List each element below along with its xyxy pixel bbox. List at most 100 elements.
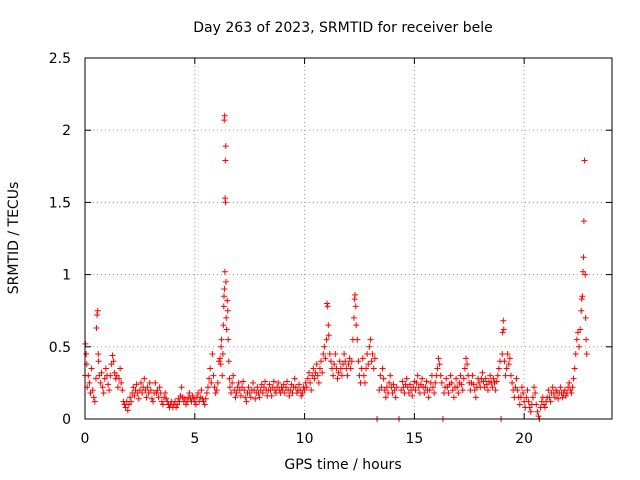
- data-point: [577, 326, 584, 333]
- data-point: [571, 365, 578, 372]
- data-point: [335, 369, 342, 376]
- data-point: [118, 379, 125, 386]
- data-point: [242, 394, 249, 401]
- data-point: [505, 361, 512, 368]
- data-point: [581, 157, 588, 164]
- data-point: [572, 351, 579, 358]
- data-point: [476, 379, 483, 386]
- data-point: [559, 394, 566, 401]
- data-point: [582, 314, 589, 321]
- data-point: [321, 343, 328, 350]
- data-point: [342, 358, 349, 365]
- data-point: [365, 361, 372, 368]
- data-point: [291, 375, 298, 382]
- data-point: [462, 355, 469, 362]
- data-point: [158, 398, 165, 405]
- data-point: [135, 395, 142, 402]
- data-point: [89, 387, 96, 394]
- data-point: [201, 401, 208, 408]
- data-point: [284, 378, 291, 385]
- data-point: [97, 379, 104, 386]
- data-point: [225, 358, 232, 365]
- data-point: [370, 365, 377, 372]
- data-point: [228, 390, 235, 397]
- data-point: [224, 307, 231, 314]
- data-point: [555, 395, 562, 402]
- data-point: [107, 372, 114, 379]
- x-tick-label: 5: [190, 431, 199, 447]
- data-point: [482, 375, 489, 382]
- data-point: [207, 365, 214, 372]
- data-point: [392, 394, 399, 401]
- data-point: [499, 329, 506, 336]
- data-point: [95, 351, 102, 358]
- data-point: [393, 384, 400, 391]
- data-point: [326, 351, 333, 358]
- data-point: [143, 394, 150, 401]
- data-point: [495, 365, 502, 372]
- y-tick-label: 1.5: [49, 195, 71, 211]
- data-point: [532, 390, 539, 397]
- data-point: [243, 398, 250, 405]
- data-point: [202, 395, 209, 402]
- data-point: [551, 394, 558, 401]
- data-point: [95, 358, 102, 365]
- data-point: [331, 361, 338, 368]
- data-point: [354, 336, 361, 343]
- data-point: [178, 384, 185, 391]
- data-point: [222, 157, 229, 164]
- data-point: [147, 387, 154, 394]
- data-point: [368, 358, 375, 365]
- data-point: [582, 271, 589, 278]
- data-point: [209, 351, 216, 358]
- data-point: [348, 358, 355, 365]
- y-tick-label: 0.5: [49, 340, 71, 356]
- data-point: [457, 372, 464, 379]
- data-point: [527, 408, 534, 415]
- x-axis-label: GPS time / hours: [284, 457, 401, 473]
- data-point: [390, 381, 397, 388]
- data-point: [308, 387, 315, 394]
- data-point: [378, 384, 385, 391]
- data-point: [148, 395, 155, 402]
- data-point: [453, 375, 460, 382]
- data-point: [366, 343, 373, 350]
- data-point: [173, 404, 180, 411]
- data-point: [327, 358, 334, 365]
- data-point: [230, 372, 237, 379]
- data-point: [529, 394, 536, 401]
- data-point: [580, 254, 587, 261]
- data-point: [434, 365, 441, 372]
- x-tick-label: 20: [515, 431, 533, 447]
- data-point: [232, 394, 239, 401]
- data-point: [262, 378, 269, 385]
- data-point: [454, 384, 461, 391]
- data-point: [332, 351, 339, 358]
- data-point: [450, 394, 457, 401]
- data-point: [461, 365, 468, 372]
- data-point: [221, 286, 228, 293]
- data-point: [94, 312, 101, 319]
- data-point: [490, 375, 497, 382]
- data-point: [233, 390, 240, 397]
- data-point: [315, 379, 322, 386]
- data-point: [578, 296, 585, 303]
- data-point: [127, 394, 134, 401]
- data-point: [217, 361, 224, 368]
- data-point: [542, 404, 549, 411]
- data-point: [222, 278, 229, 285]
- data-point: [311, 375, 318, 382]
- data-point: [206, 375, 213, 382]
- data-point: [137, 379, 144, 386]
- data-point: [464, 361, 471, 368]
- data-point: [430, 384, 437, 391]
- data-point: [214, 379, 221, 386]
- data-point: [513, 375, 520, 382]
- data-point: [225, 336, 232, 343]
- data-point: [92, 375, 99, 382]
- data-point: [579, 293, 586, 300]
- plot-frame: [84, 57, 613, 420]
- data-point: [494, 372, 501, 379]
- data-point: [518, 384, 525, 391]
- data-point: [323, 336, 330, 343]
